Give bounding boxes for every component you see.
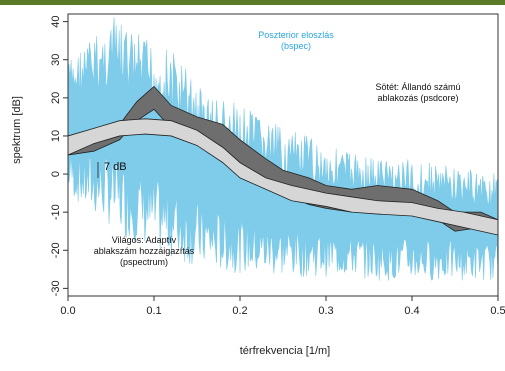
y-tick-label: 30 <box>50 54 62 66</box>
y-tick-label: 20 <box>50 92 62 104</box>
y-tick-label: 10 <box>50 130 62 142</box>
annotation-bspec: Poszterior eloszlás (bspec) <box>258 30 334 51</box>
annotation-pspectrum: Világos: Adaptív ablakszám hozzáigazítás(… <box>94 235 195 267</box>
y-tick-label: -30 <box>50 280 62 296</box>
y-tick-label: -10 <box>50 204 62 220</box>
annotation-psdcore: Sötét: Állandó számú ablakozás (psdcore) <box>375 82 460 103</box>
x-tick-label: 0.2 <box>232 305 247 317</box>
x-tick-label: 0.5 <box>490 305 505 317</box>
top-bar <box>0 0 505 5</box>
x-tick-label: 0.0 <box>60 305 75 317</box>
plot-frame <box>67 13 499 297</box>
y-axis: -30 -20 -10 0 10 20 30 40 <box>50 15 68 296</box>
y-tick-label: -20 <box>50 242 62 258</box>
x-tick-label: 0.1 <box>146 305 161 317</box>
y-axis-label: spektrum [dB] <box>11 96 23 164</box>
y-tick-label: 40 <box>50 15 62 27</box>
x-tick-label: 0.3 <box>318 305 333 317</box>
x-axis: 0.0 0.1 0.2 0.3 0.4 0.5 <box>60 296 505 317</box>
x-axis-label: térfrekvencia [1/m] <box>240 345 330 357</box>
annotation-offset: 7 dB <box>104 161 127 173</box>
x-tick-label: 0.4 <box>404 305 419 317</box>
y-tick-label: 0 <box>50 171 62 177</box>
